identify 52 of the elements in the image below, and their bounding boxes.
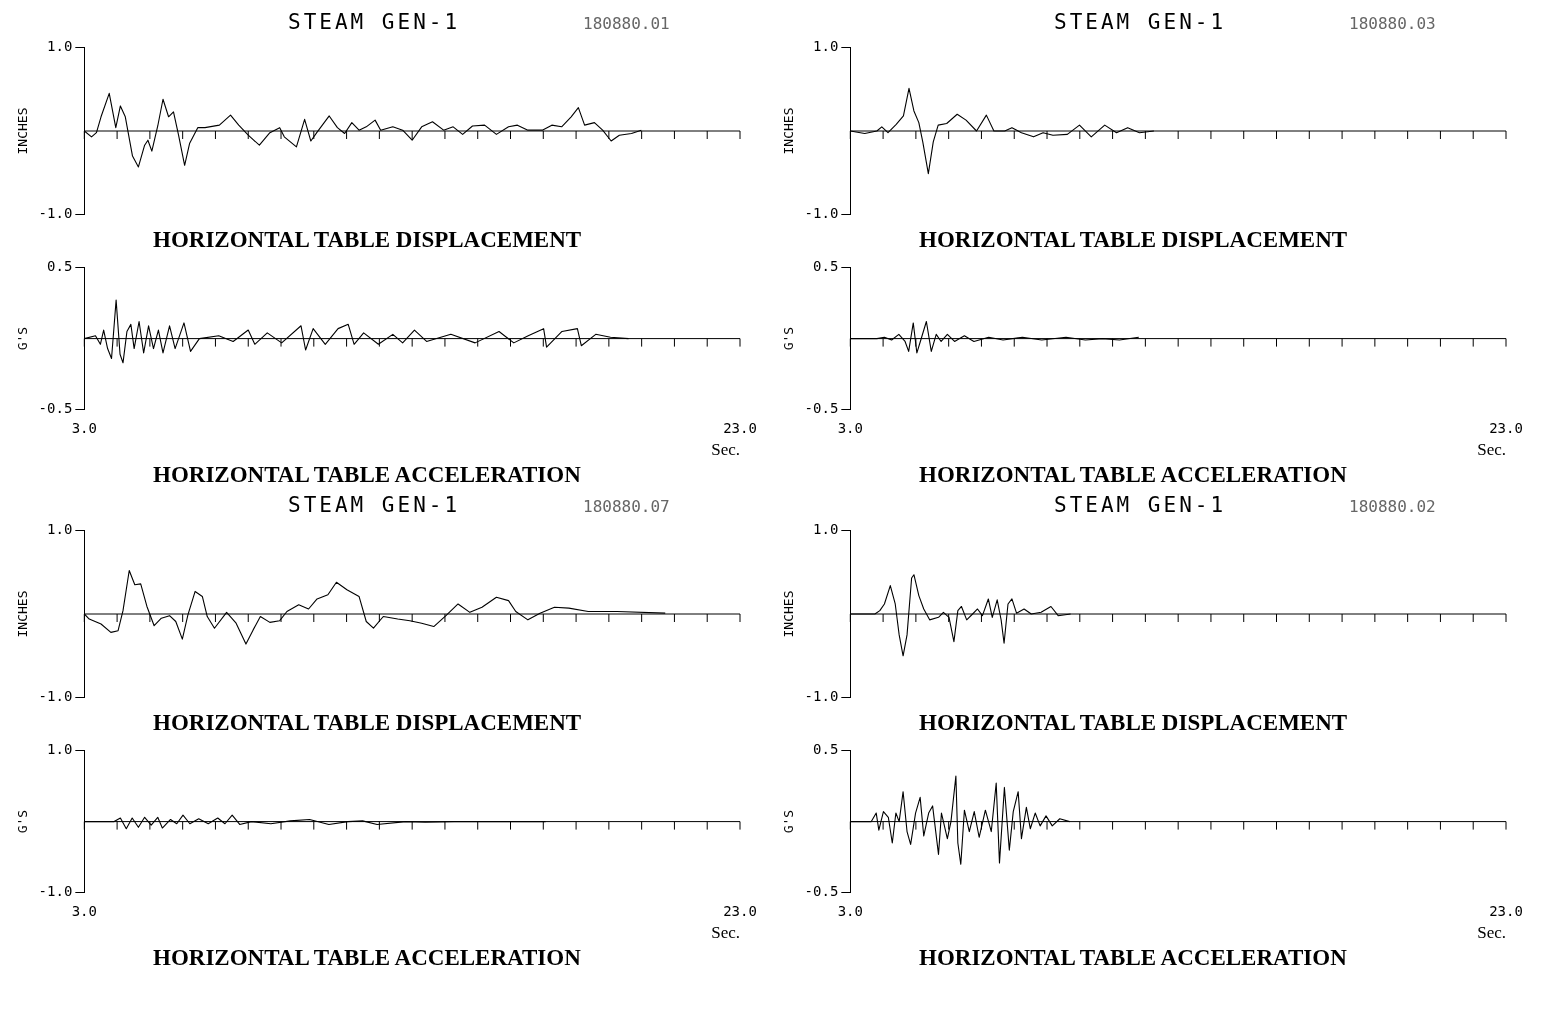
x-tick-label: 3.0 bbox=[837, 419, 863, 436]
y-axis-title: G'S bbox=[15, 326, 31, 351]
y-tick-label: 1.0 bbox=[47, 521, 73, 538]
x-tick-label: 3.0 bbox=[71, 419, 97, 436]
y-axis-title: INCHES bbox=[15, 107, 31, 155]
x-tick-label: 3.0 bbox=[71, 902, 97, 919]
text: HORIZONTAL TABLE ACCELERATION bbox=[918, 944, 1348, 972]
chart-subtitle: 180880.07 bbox=[583, 497, 670, 516]
text: HORIZONTAL TABLE ACCELERATION bbox=[918, 461, 1348, 489]
x-axis-title: Sec. bbox=[711, 923, 740, 943]
y-tick-label: -0.5 bbox=[38, 400, 73, 417]
y-tick-label: 1.0 bbox=[47, 38, 73, 55]
x-tick-label: 23.0 bbox=[723, 902, 757, 919]
chart-subtitle: 180880.03 bbox=[1349, 14, 1436, 33]
text: HORIZONTAL TABLE DISPLACEMENT bbox=[918, 709, 1349, 737]
y-tick-label: 1.0 bbox=[47, 741, 73, 758]
text: HORIZONTAL TABLE DISPLACEMENT bbox=[152, 226, 583, 254]
chart-subtitle: 180880.01 bbox=[583, 14, 670, 33]
y-axis-title: INCHES bbox=[781, 107, 797, 155]
y-axis-title: INCHES bbox=[781, 590, 797, 638]
x-tick-label: 23.0 bbox=[723, 419, 757, 436]
chart-title: STEAM GEN-1 bbox=[288, 493, 461, 517]
x-tick-label: 23.0 bbox=[1489, 902, 1523, 919]
x-tick-label: 23.0 bbox=[1489, 419, 1523, 436]
text: HORIZONTAL TABLE ACCELERATION bbox=[152, 944, 582, 972]
y-tick-label: -0.5 bbox=[804, 400, 839, 417]
y-axis-title: INCHES bbox=[15, 590, 31, 638]
y-axis-title: G'S bbox=[781, 326, 797, 351]
x-axis-title: Sec. bbox=[1477, 440, 1506, 460]
y-tick-label: -1.0 bbox=[804, 688, 839, 705]
y-tick-label: -1.0 bbox=[38, 688, 73, 705]
y-tick-label: -1.0 bbox=[804, 205, 839, 222]
y-tick-label: 0.5 bbox=[813, 258, 839, 275]
y-axis-title: G'S bbox=[781, 809, 797, 834]
y-tick-label: 0.5 bbox=[47, 258, 73, 275]
y-tick-label: 1.0 bbox=[813, 38, 839, 55]
y-tick-label: 0.5 bbox=[813, 741, 839, 758]
chart-title: STEAM GEN-1 bbox=[1054, 10, 1227, 34]
y-tick-label: 1.0 bbox=[813, 521, 839, 538]
y-tick-label: -1.0 bbox=[38, 205, 73, 222]
x-axis-title: Sec. bbox=[711, 440, 740, 460]
text: HORIZONTAL TABLE DISPLACEMENT bbox=[918, 226, 1349, 254]
y-tick-label: -0.5 bbox=[804, 883, 839, 900]
chart-subtitle: 180880.02 bbox=[1349, 497, 1436, 516]
chart-title: STEAM GEN-1 bbox=[1054, 493, 1227, 517]
y-tick-label: -1.0 bbox=[38, 883, 73, 900]
text: HORIZONTAL TABLE DISPLACEMENT bbox=[152, 709, 583, 737]
x-axis-title: Sec. bbox=[1477, 923, 1506, 943]
y-axis-title: G'S bbox=[15, 809, 31, 834]
x-tick-label: 3.0 bbox=[837, 902, 863, 919]
chart-title: STEAM GEN-1 bbox=[288, 10, 461, 34]
text: HORIZONTAL TABLE ACCELERATION bbox=[152, 461, 582, 489]
